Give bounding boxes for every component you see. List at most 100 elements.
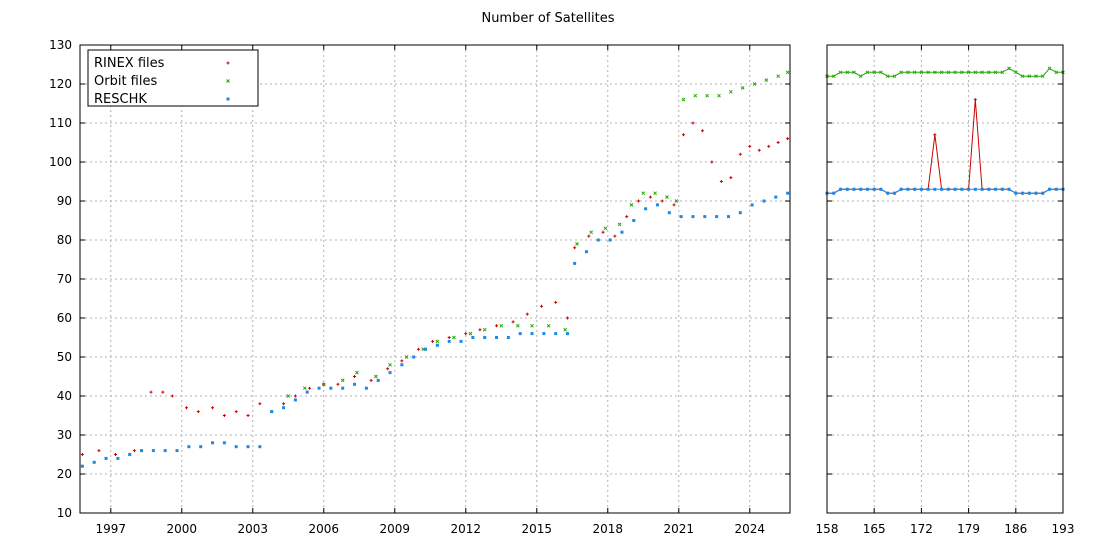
series-line [827, 99, 1063, 194]
x-tick-label: 2015 [521, 522, 552, 536]
data-point [705, 93, 710, 98]
data-point [885, 74, 890, 79]
data-point [353, 382, 357, 386]
data-point [681, 97, 686, 102]
data-point [919, 187, 923, 191]
x-tick-label: 2003 [237, 522, 268, 536]
plot-frame [79, 44, 791, 514]
data-point [97, 449, 101, 453]
data-point [80, 453, 84, 456]
data-point [879, 70, 883, 75]
data-point [222, 441, 226, 445]
data-point [587, 234, 591, 238]
y-tick-label: 20 [57, 467, 72, 481]
data-point [729, 176, 733, 180]
data-point [608, 238, 612, 242]
data-point [967, 187, 971, 191]
data-point [933, 187, 937, 191]
data-point [435, 343, 439, 347]
data-point [665, 195, 669, 199]
data-point [1027, 74, 1032, 79]
data-point [1014, 191, 1018, 195]
data-point [511, 320, 515, 324]
y-tick-label: 80 [57, 233, 72, 247]
data-point [691, 121, 695, 125]
data-point [660, 199, 664, 203]
data-point [114, 453, 117, 456]
data-point [1040, 74, 1045, 79]
data-point [435, 339, 440, 344]
data-point [986, 70, 991, 75]
data-point [373, 374, 378, 379]
data-point [672, 203, 676, 207]
data-point [234, 445, 238, 449]
data-point [542, 332, 546, 336]
data-point [601, 230, 605, 234]
y-tick-label: 100 [49, 155, 72, 169]
data-point [960, 187, 964, 191]
data-point [776, 74, 781, 79]
data-point [1047, 66, 1052, 71]
series-rinex-files [825, 98, 1065, 195]
data-point [282, 402, 286, 406]
x-tick-label: 2012 [450, 522, 481, 536]
data-point [258, 402, 262, 406]
data-point [308, 386, 312, 390]
data-point [464, 332, 468, 336]
legend-marker [226, 61, 230, 65]
data-point [388, 371, 392, 375]
legend-box [87, 49, 259, 107]
data-point [317, 386, 321, 390]
data-point [994, 187, 998, 191]
data-point [270, 410, 274, 414]
legend-label: RINEX files [94, 56, 165, 71]
data-point [637, 199, 641, 203]
data-point [1013, 70, 1018, 75]
data-point [1000, 70, 1005, 75]
data-point [293, 394, 297, 398]
data-point [919, 70, 924, 75]
data-point [993, 70, 998, 75]
data-point [452, 335, 456, 340]
data-point [762, 199, 766, 203]
data-point [973, 187, 977, 191]
series-rinex-files [80, 121, 790, 456]
legend-label: RESCHK [94, 92, 147, 107]
y-tick-label: 30 [57, 428, 72, 442]
data-point [341, 386, 345, 390]
data-point [369, 378, 373, 382]
data-point [170, 394, 174, 398]
data-point [620, 230, 624, 234]
data-point [1048, 187, 1052, 191]
data-point [748, 144, 752, 148]
data-point [506, 336, 510, 339]
data-point [388, 362, 392, 367]
data-point [940, 187, 944, 191]
data-point [691, 215, 695, 219]
data-point [495, 324, 499, 328]
data-point [653, 191, 657, 196]
y-tick-label: 90 [57, 194, 72, 208]
data-point [1054, 187, 1058, 191]
data-point [1007, 187, 1011, 191]
data-point [416, 347, 420, 351]
data-point [293, 398, 297, 402]
chart-title: Number of Satellites [481, 11, 614, 26]
x-tick-label: 172 [910, 522, 933, 536]
data-point [1000, 187, 1004, 191]
data-point [939, 70, 944, 75]
x-tick-label: 179 [957, 522, 980, 536]
data-point [92, 460, 96, 464]
data-point [424, 347, 428, 351]
data-point [966, 70, 971, 75]
data-point [693, 93, 698, 98]
data-point [912, 70, 917, 75]
legend-label: Orbit files [94, 74, 157, 89]
data-point [1034, 191, 1038, 195]
data-point [852, 70, 856, 75]
data-point [786, 191, 790, 195]
x-tick-label: 2009 [379, 522, 410, 536]
data-point [953, 187, 957, 191]
data-point [211, 406, 215, 410]
